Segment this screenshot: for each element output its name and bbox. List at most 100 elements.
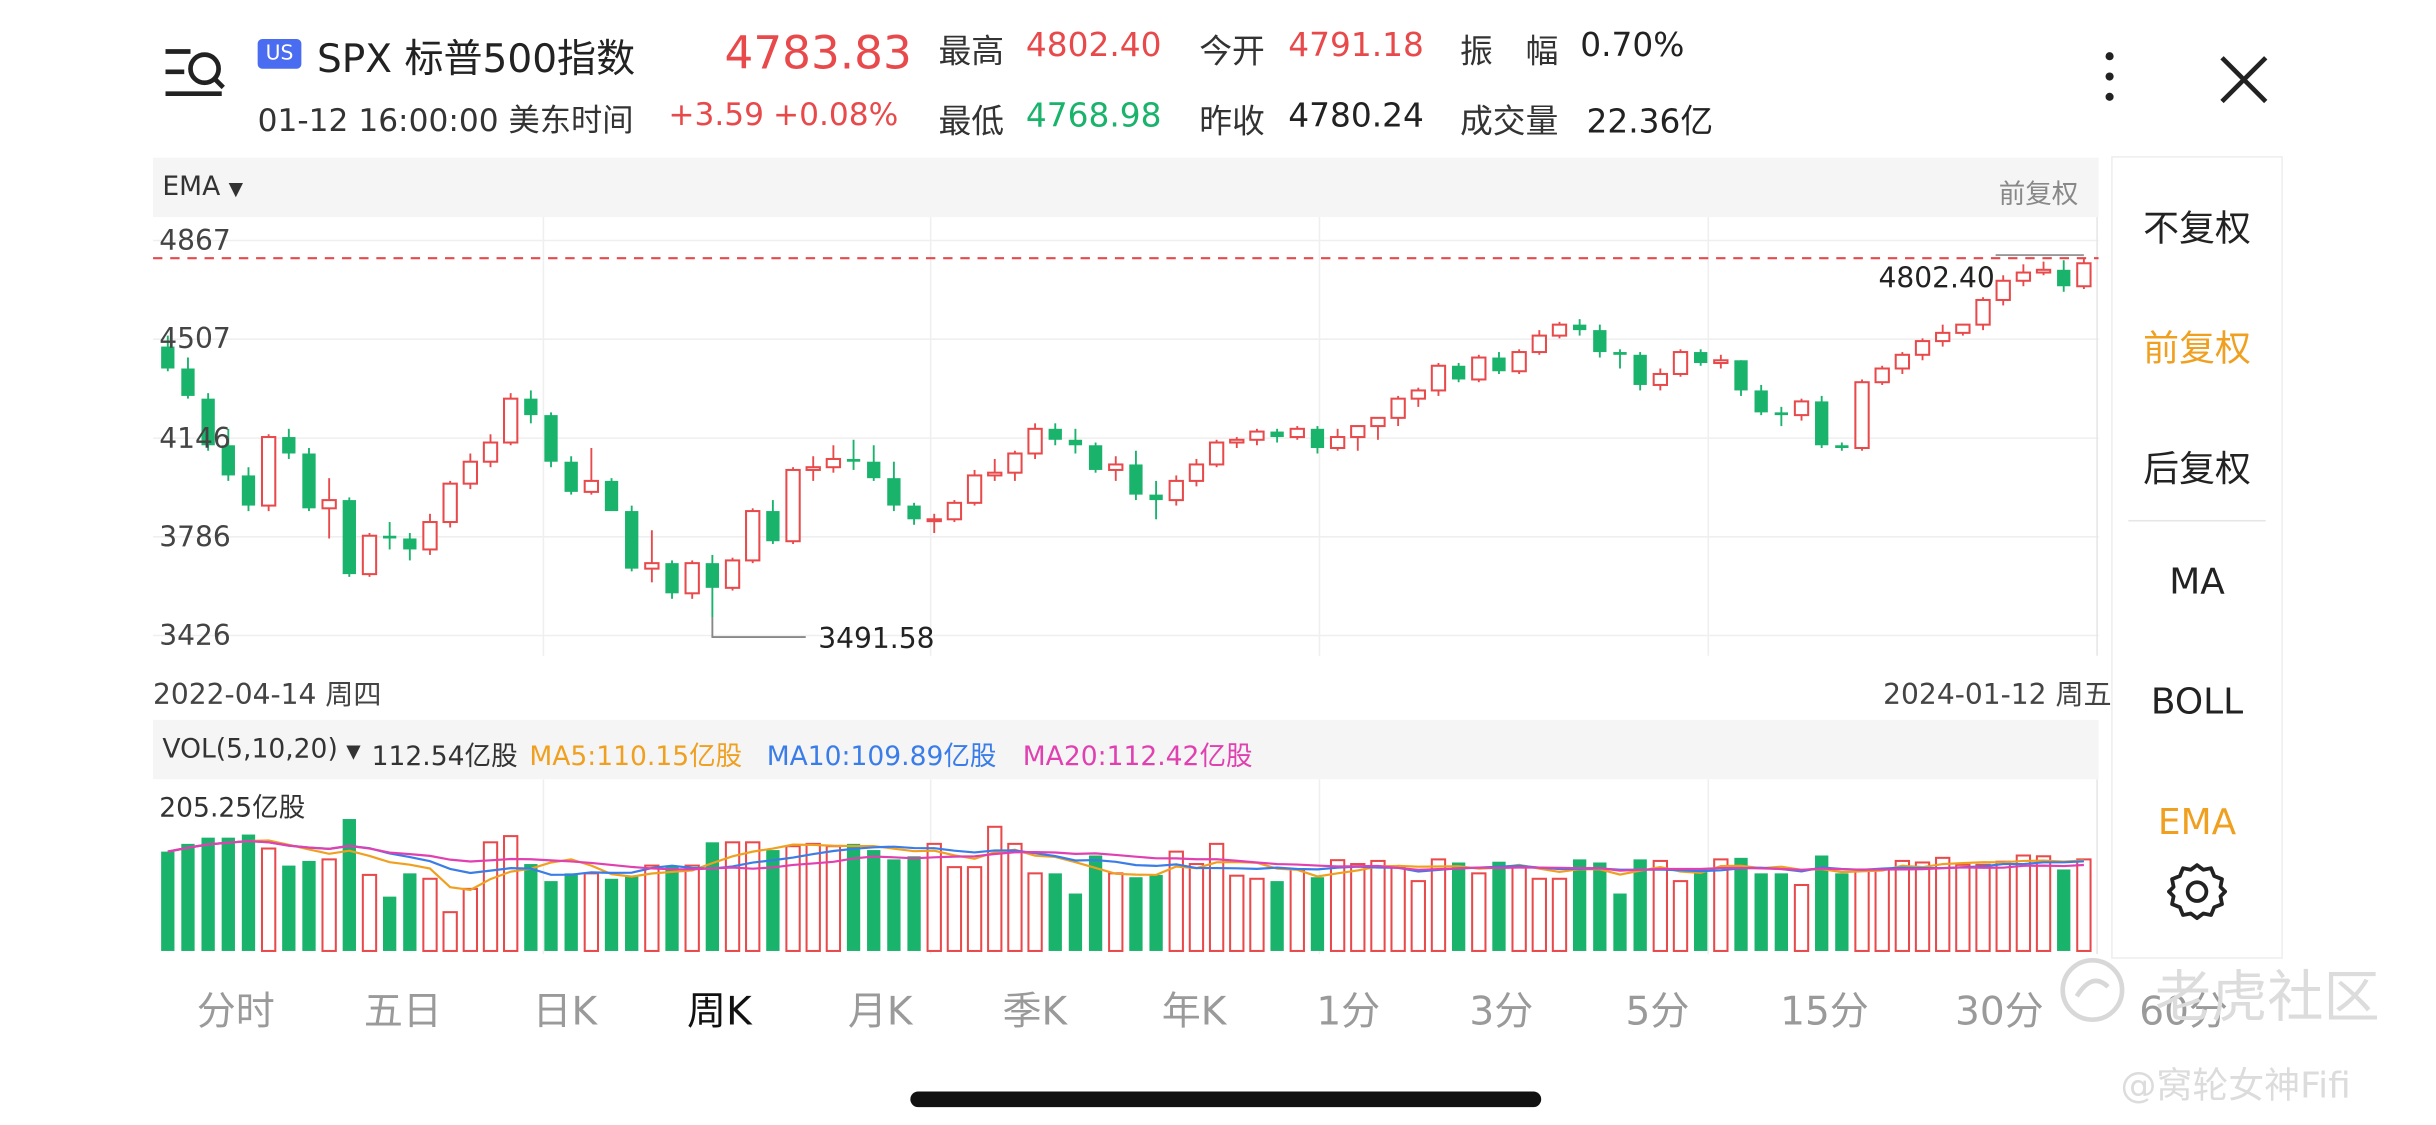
tab-monthly-k[interactable]: 月K (847, 988, 913, 1034)
candle (1572, 319, 1587, 336)
tab-quarterly-k[interactable]: 季K (1002, 988, 1068, 1034)
candle-body (1511, 351, 1527, 373)
indicator-dropdown[interactable]: EMA ▼ (162, 172, 243, 203)
volume-bar (201, 837, 215, 951)
volume-bar (1975, 863, 1991, 952)
tab-weekly-k[interactable]: 周K (687, 988, 752, 1034)
price-change-pct: +0.08% (772, 95, 899, 133)
tab-3min[interactable]: 3分 (1469, 988, 1534, 1034)
side-item-no-adjust[interactable]: 不复权 (2143, 209, 2251, 250)
candle-body (1048, 428, 1062, 440)
candle-body (625, 511, 639, 569)
volume-bar (1451, 862, 1466, 951)
volume-bar (1129, 877, 1143, 951)
volume-bar (846, 843, 861, 951)
candlestick-chart[interactable] (153, 217, 2099, 656)
candle (1208, 439, 1225, 468)
tab-15min[interactable]: 15分 (1780, 988, 1869, 1034)
candle (1451, 363, 1466, 383)
tab-30min[interactable]: 30分 (1954, 988, 2044, 1034)
search-menu-icon[interactable] (162, 47, 228, 103)
candle-body (282, 437, 296, 454)
low-marker-leader (711, 617, 806, 639)
candle-body (241, 475, 256, 506)
candle-body (1672, 351, 1689, 376)
tab-60min[interactable]: 60分 (2139, 988, 2228, 1034)
candle (1310, 426, 1325, 454)
candle-body (564, 461, 578, 492)
side-menu: 不复权 前复权 后复权 MA BOLL EMA (2111, 156, 2283, 959)
price-change: +3.59 (668, 95, 765, 133)
side-item-forward-adjust[interactable]: 前复权 (2143, 329, 2251, 371)
volume-bar (1734, 857, 1748, 951)
volume-bar (260, 847, 277, 952)
side-item-boll[interactable]: BOLL (2150, 682, 2244, 723)
tab-five-day[interactable]: 五日 (363, 988, 442, 1034)
candle-body (1694, 352, 1708, 364)
volume-bar (1007, 842, 1023, 952)
side-item-ma[interactable]: MA (2169, 562, 2225, 603)
candle (361, 532, 378, 577)
candle (1815, 395, 1829, 449)
volume-max-label: 205.25亿股 (159, 793, 306, 825)
candle (503, 393, 519, 446)
candle (2015, 264, 2032, 287)
volume-bar (907, 856, 921, 951)
candle-body (1289, 427, 1305, 439)
tab-yearly-k[interactable]: 年K (1161, 988, 1227, 1034)
side-item-backward-adjust[interactable]: 后复权 (2143, 449, 2251, 491)
candle-body (745, 510, 761, 562)
candle (1007, 450, 1023, 481)
volume-bar (161, 851, 175, 951)
candle-body (926, 518, 942, 523)
volume-indicator-dropdown[interactable]: VOL(5,10,20) ▼ (162, 734, 360, 765)
volume-bar (1995, 860, 2011, 952)
candle-body (1835, 445, 1849, 449)
tab-daily-k[interactable]: 日K (532, 988, 598, 1034)
candle (482, 434, 499, 468)
candle (1129, 450, 1143, 501)
candle (1188, 458, 1205, 487)
candle (1027, 423, 1043, 459)
volume-bar (665, 865, 679, 951)
more-options-icon[interactable] (2092, 47, 2126, 109)
tab-intraday[interactable]: 分时 (196, 988, 275, 1034)
candle (1350, 425, 1366, 451)
candle-body (2057, 269, 2071, 287)
volume-bar (2015, 854, 2032, 952)
candle (1694, 349, 1708, 366)
side-item-ema[interactable]: EMA (2157, 802, 2237, 844)
candle-body (442, 482, 458, 524)
volume-bar (1955, 863, 1971, 952)
candle-body (302, 453, 316, 509)
settings-gear-icon[interactable] (2166, 860, 2228, 922)
volume-ma5-line (167, 839, 2084, 892)
candle-body (1815, 401, 1829, 446)
volume-bar (181, 843, 195, 951)
close-icon[interactable] (2214, 50, 2273, 109)
caret-down-icon: ▼ (228, 178, 244, 200)
volume-bar (1613, 893, 1627, 951)
tab-5min[interactable]: 5分 (1625, 988, 1690, 1034)
candle (1672, 349, 1689, 377)
tab-1min[interactable]: 1分 (1316, 988, 1381, 1034)
candle-body (1329, 436, 1346, 450)
volume-bar (1511, 866, 1527, 952)
candle-body (422, 521, 438, 551)
candle-body (524, 398, 538, 416)
volume-bar (1088, 855, 1103, 951)
candle (1492, 352, 1506, 374)
stat-value-high: 4802.40 (1025, 26, 1162, 65)
volume-bar (1815, 855, 1829, 951)
volume-bar (383, 896, 397, 951)
candle (1774, 406, 1789, 427)
volume-ma20: MA20:112.42亿股 (1022, 741, 1253, 773)
volume-bar (966, 866, 983, 952)
volume-bar (282, 865, 296, 951)
volume-bar (926, 842, 942, 952)
volume-chart[interactable] (153, 779, 2099, 955)
candle (966, 469, 983, 506)
watermark-user: @窝轮女神Fifi (2120, 1066, 2351, 1108)
candle-body (1088, 445, 1103, 470)
volume-bar (1672, 880, 1689, 952)
